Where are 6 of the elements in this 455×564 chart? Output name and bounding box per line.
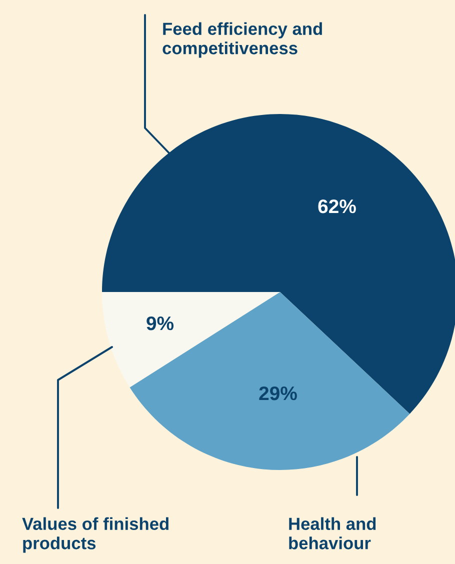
data-label: 29% bbox=[259, 386, 297, 400]
slice-label: Health and behaviour bbox=[289, 517, 376, 550]
data-label: 9% bbox=[146, 316, 174, 330]
slice-label: Feed efficiency and competitiveness bbox=[162, 22, 322, 58]
data-label: 62% bbox=[318, 199, 356, 214]
slice-label: Values of finished products bbox=[22, 517, 168, 553]
